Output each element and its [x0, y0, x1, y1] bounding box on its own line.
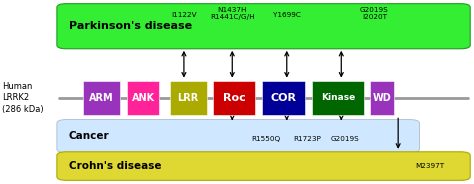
FancyBboxPatch shape — [83, 81, 120, 115]
Text: WD: WD — [373, 93, 392, 103]
FancyBboxPatch shape — [57, 152, 470, 180]
Text: R1723P: R1723P — [293, 136, 321, 142]
Text: N1437H: N1437H — [218, 7, 247, 13]
FancyBboxPatch shape — [57, 4, 470, 49]
FancyBboxPatch shape — [170, 81, 207, 115]
Text: Kinase: Kinase — [321, 93, 355, 102]
Text: COR: COR — [271, 93, 296, 103]
Text: Roc: Roc — [223, 93, 246, 103]
FancyBboxPatch shape — [312, 81, 364, 115]
Text: R1441C/G/H: R1441C/G/H — [210, 15, 255, 20]
FancyBboxPatch shape — [370, 81, 394, 115]
FancyBboxPatch shape — [57, 120, 419, 153]
Text: Cancer: Cancer — [69, 131, 109, 141]
Text: I1122V: I1122V — [171, 12, 197, 18]
Text: Crohn's disease: Crohn's disease — [69, 161, 161, 171]
Text: ARM: ARM — [89, 93, 114, 103]
FancyBboxPatch shape — [213, 81, 255, 115]
Text: G2019S: G2019S — [360, 7, 389, 13]
FancyBboxPatch shape — [127, 81, 159, 115]
Text: G2019S: G2019S — [331, 136, 359, 142]
Text: I2020T: I2020T — [362, 15, 387, 20]
Text: M2397T: M2397T — [415, 163, 444, 169]
Text: LRR: LRR — [178, 93, 199, 103]
Text: Human
LRRK2
(286 kDa): Human LRRK2 (286 kDa) — [2, 82, 44, 114]
Text: Parkinson's disease: Parkinson's disease — [69, 21, 192, 31]
Text: R1550Q: R1550Q — [251, 136, 280, 142]
Text: ANK: ANK — [132, 93, 155, 103]
Text: Y1699C: Y1699C — [273, 12, 301, 18]
FancyBboxPatch shape — [262, 81, 305, 115]
